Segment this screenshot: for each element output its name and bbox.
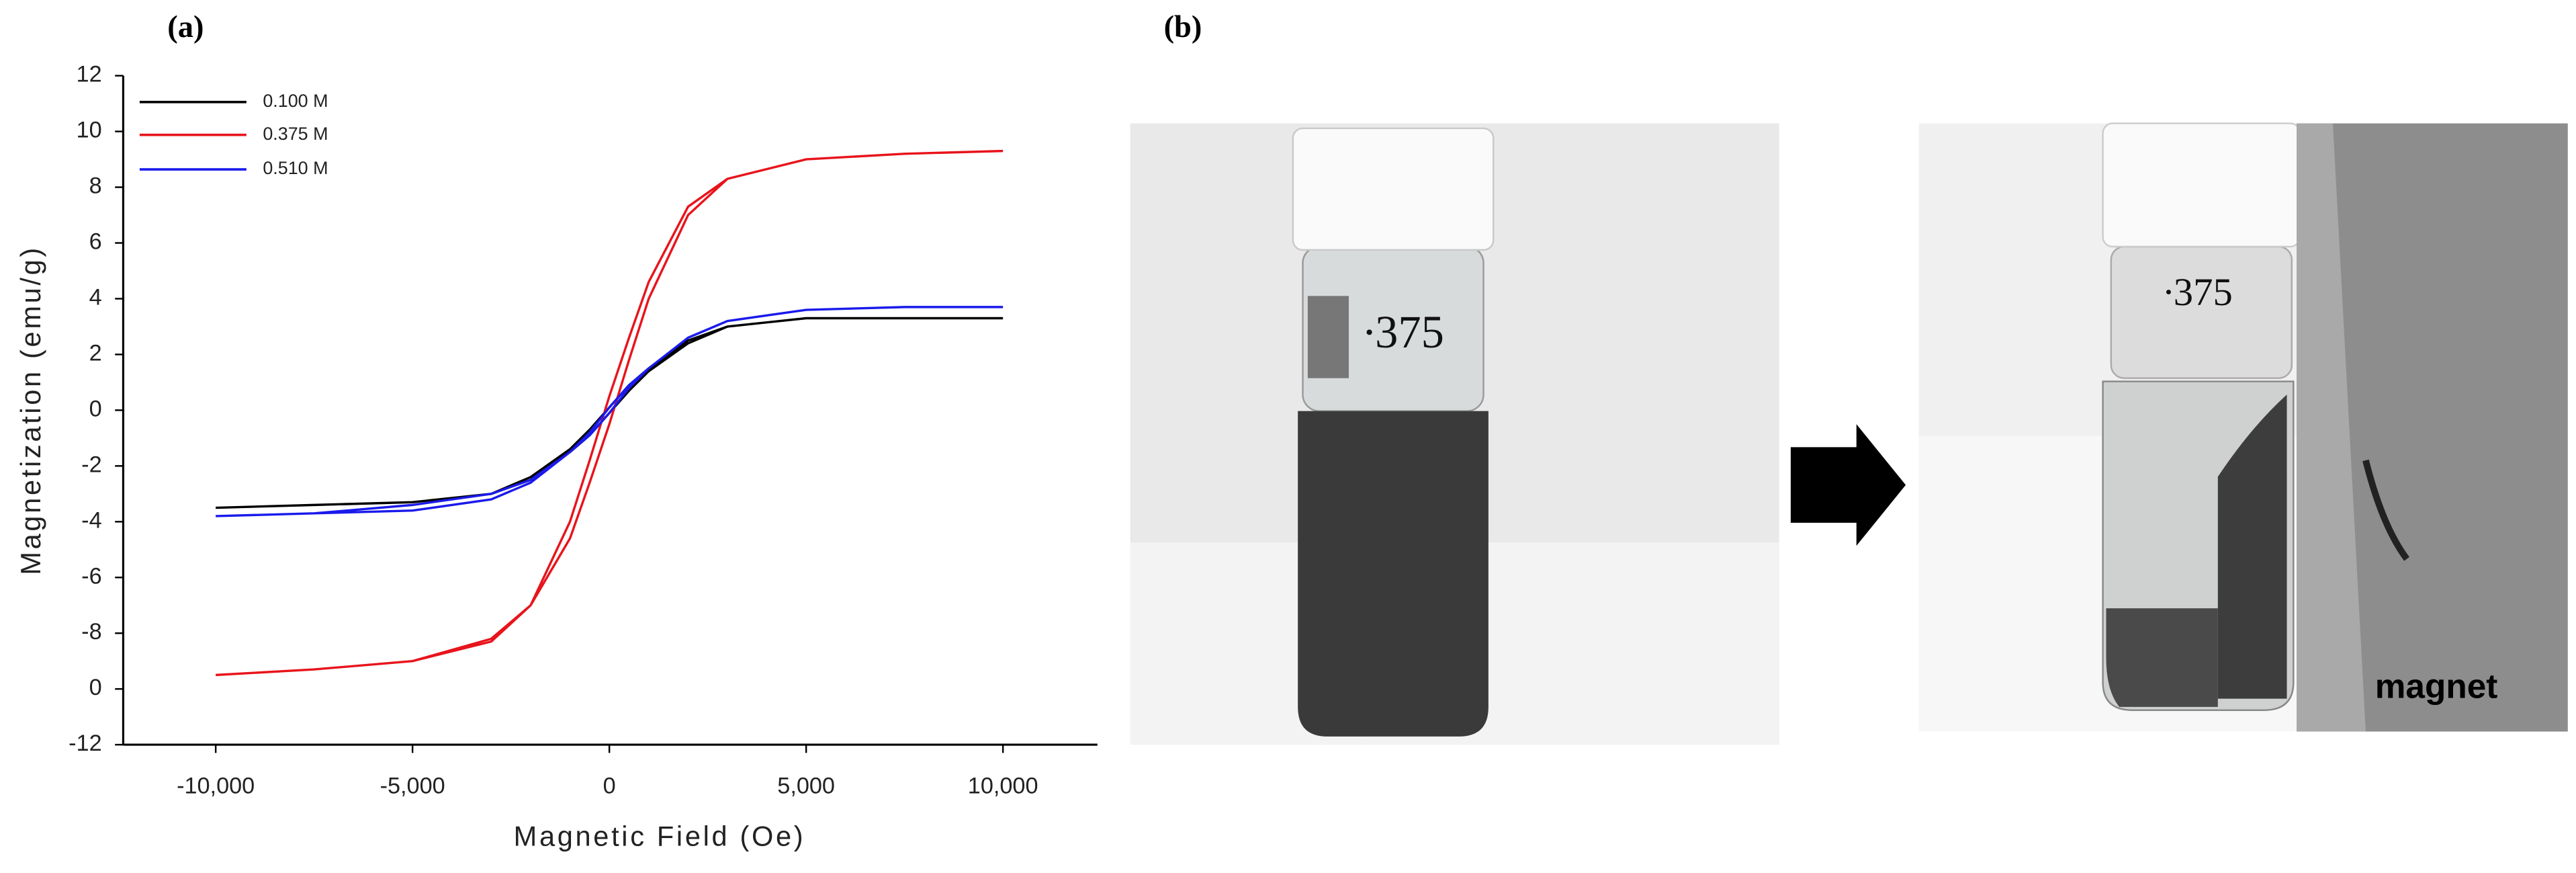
y-tick-label: -4 xyxy=(81,507,101,533)
x-tick-label: 10,000 xyxy=(968,774,1038,799)
arrow xyxy=(1790,424,1906,546)
x-tick-label: -10,000 xyxy=(177,774,255,799)
y-tick-label: 4 xyxy=(89,285,102,310)
x-tick-label: 0 xyxy=(603,774,616,799)
y-tick-label: -12 xyxy=(69,731,101,756)
y-tick-label: 0 xyxy=(89,396,102,421)
panel-label: (a) xyxy=(167,10,204,44)
y-tick-label: 0 xyxy=(89,675,102,700)
y-tick-label: -2 xyxy=(81,452,101,477)
photo-vial: ∙375 xyxy=(1130,123,1779,745)
y-tick-label: -6 xyxy=(81,563,101,589)
photo-vial-magnet: ∙375 xyxy=(1918,122,2568,732)
vial-mark: ∙375 xyxy=(1364,306,1444,358)
y-tick-label: 10 xyxy=(77,118,102,143)
legend-label: 0.100 M xyxy=(263,91,328,111)
x-axis-title: Magnetic Field (Oe) xyxy=(514,820,806,851)
y-tick-label: 2 xyxy=(89,340,102,366)
x-tick-label: -5,000 xyxy=(380,774,445,799)
y-axis-title: Magnetization (emu/g) xyxy=(15,245,46,575)
legend-label: 0.510 M xyxy=(263,158,328,178)
series-line xyxy=(216,306,1004,517)
y-tick-label: 8 xyxy=(89,173,102,199)
legend-label: 0.375 M xyxy=(263,124,328,144)
photo-label: magnet xyxy=(2375,667,2498,705)
vial-mark: ∙375 xyxy=(2164,270,2233,314)
x-tick-label: 5,000 xyxy=(777,774,835,799)
y-tick-label: 6 xyxy=(89,229,102,255)
panel-label: (b) xyxy=(1164,10,1202,44)
series-line xyxy=(216,149,1004,677)
y-tick-label: 12 xyxy=(77,62,102,87)
y-tick-label: -8 xyxy=(81,619,101,645)
